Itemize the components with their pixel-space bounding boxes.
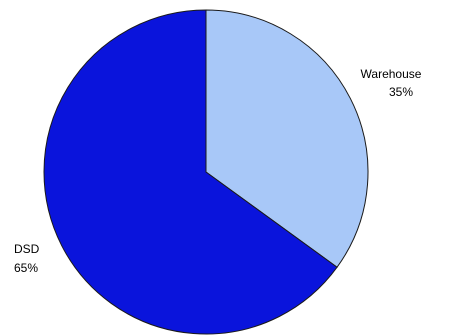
warehouse-slice-percent: 35% (389, 85, 413, 99)
dsd-slice-percent: 65% (14, 261, 38, 275)
pie-labels: Warehouse 35% DSD 65% (14, 67, 422, 275)
warehouse-slice-name: Warehouse (361, 67, 422, 81)
pie-slice-dsd (43, 9, 338, 335)
pie-slices (43, 9, 369, 335)
dsd-slice-name: DSD (14, 242, 40, 256)
pie-slice-warehouse (205, 9, 369, 268)
